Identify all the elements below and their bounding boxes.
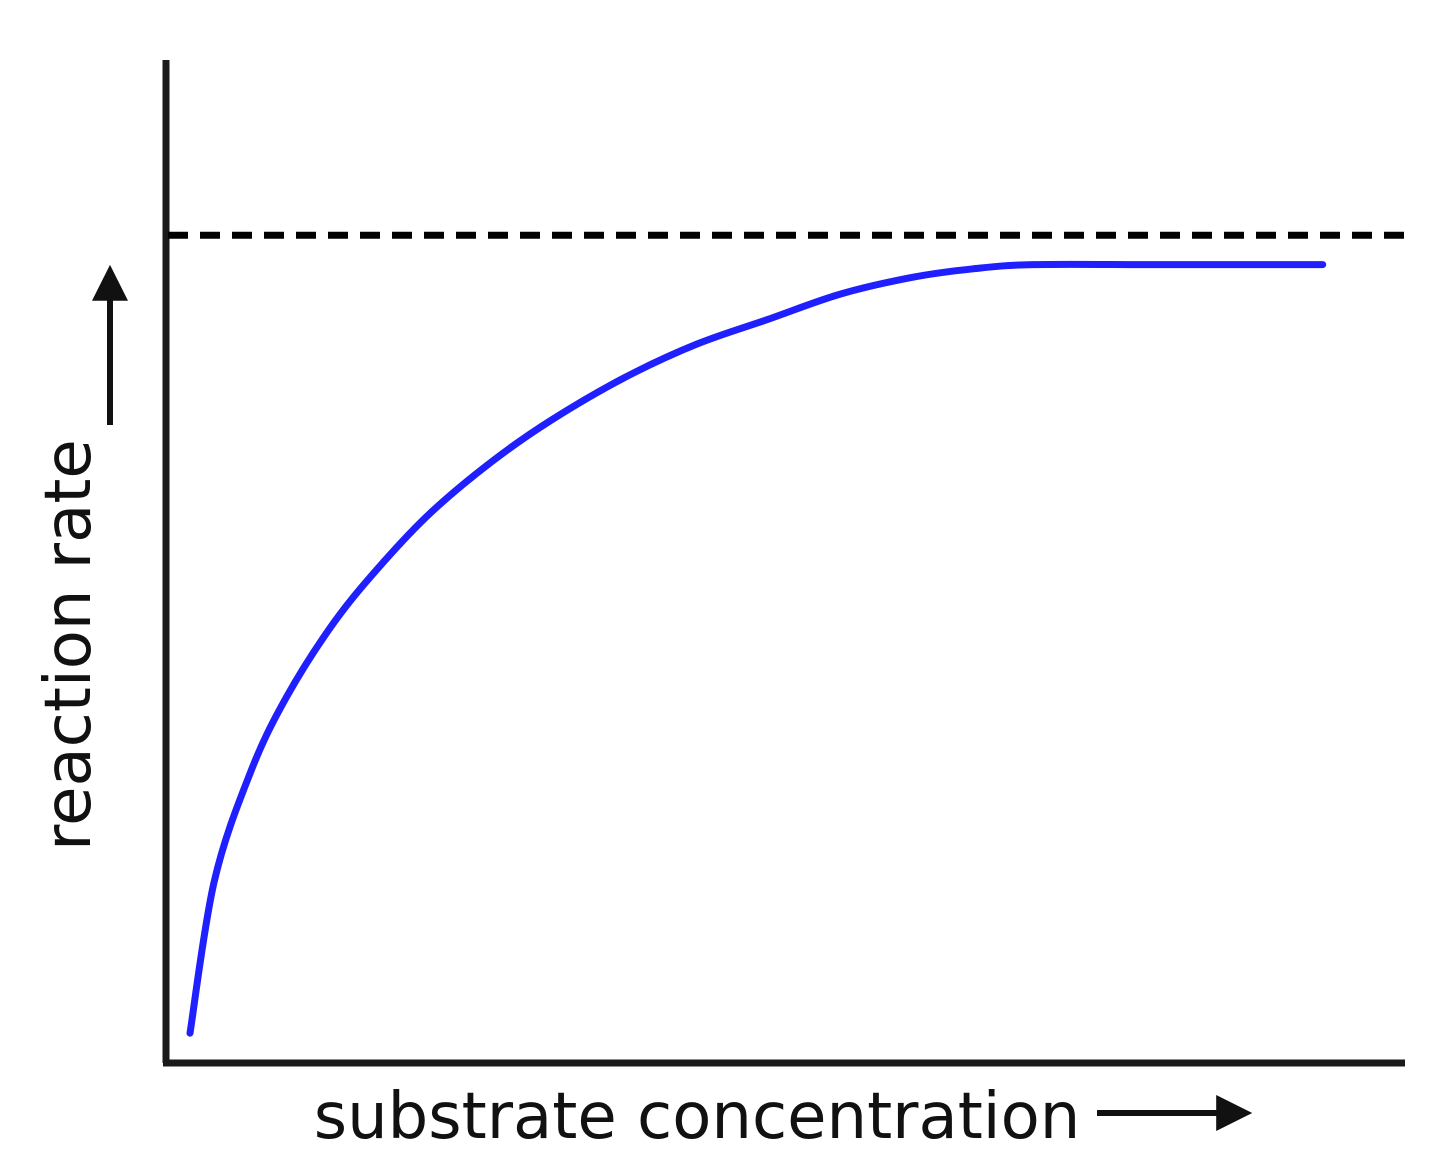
x-axis-label: substrate concentration [314,1080,1081,1154]
rate-curve [186,260,1327,1037]
y-axis-label: reaction rate [32,439,106,851]
